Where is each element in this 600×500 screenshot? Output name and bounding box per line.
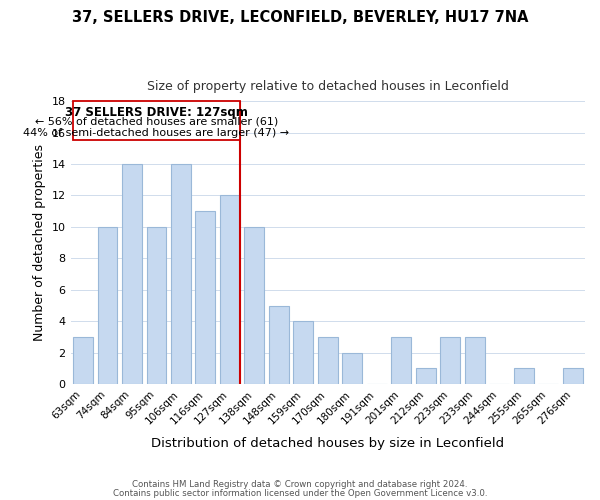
Bar: [171, 164, 191, 384]
Bar: [98, 227, 117, 384]
Bar: [416, 368, 436, 384]
Text: 44% of semi-detached houses are larger (47) →: 44% of semi-detached houses are larger (…: [23, 128, 289, 138]
Bar: [465, 337, 485, 384]
Bar: [343, 352, 362, 384]
Text: ← 56% of detached houses are smaller (61): ← 56% of detached houses are smaller (61…: [35, 117, 278, 127]
Text: 37 SELLERS DRIVE: 127sqm: 37 SELLERS DRIVE: 127sqm: [65, 106, 248, 119]
X-axis label: Distribution of detached houses by size in Leconfield: Distribution of detached houses by size …: [151, 437, 505, 450]
Bar: [73, 337, 92, 384]
Bar: [293, 322, 313, 384]
Title: Size of property relative to detached houses in Leconfield: Size of property relative to detached ho…: [147, 80, 509, 93]
Y-axis label: Number of detached properties: Number of detached properties: [33, 144, 46, 341]
Text: Contains HM Land Registry data © Crown copyright and database right 2024.: Contains HM Land Registry data © Crown c…: [132, 480, 468, 489]
Bar: [440, 337, 460, 384]
Bar: [269, 306, 289, 384]
Bar: [514, 368, 533, 384]
Bar: [563, 368, 583, 384]
Bar: [391, 337, 411, 384]
Bar: [122, 164, 142, 384]
Bar: [196, 211, 215, 384]
Text: 37, SELLERS DRIVE, LECONFIELD, BEVERLEY, HU17 7NA: 37, SELLERS DRIVE, LECONFIELD, BEVERLEY,…: [72, 10, 528, 25]
Bar: [244, 227, 264, 384]
Text: Contains public sector information licensed under the Open Government Licence v3: Contains public sector information licen…: [113, 490, 487, 498]
Bar: [220, 196, 239, 384]
Bar: [318, 337, 338, 384]
Bar: [146, 227, 166, 384]
Bar: [73, 101, 239, 140]
